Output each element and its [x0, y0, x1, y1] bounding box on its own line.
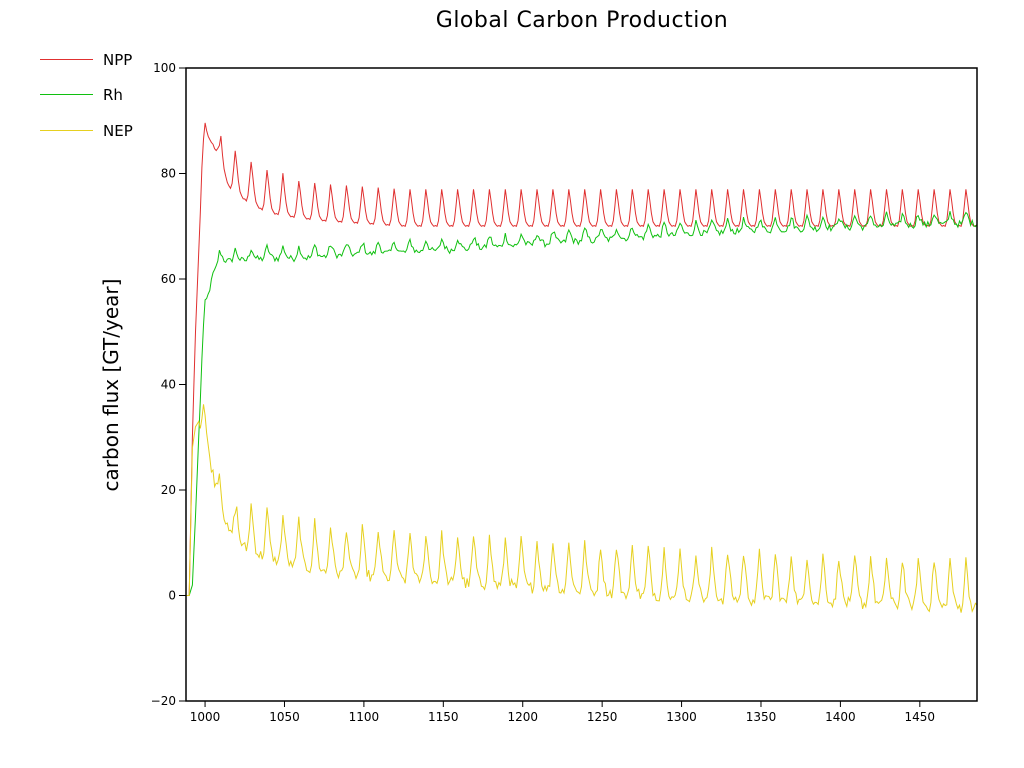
- x-tick-label: 1250: [587, 710, 618, 724]
- y-tick-label: 0: [168, 589, 176, 603]
- y-tick-label: 60: [161, 272, 176, 286]
- legend-swatch-nep: [40, 130, 93, 131]
- series-line-nep: [186, 404, 978, 613]
- x-tick-label: 1200: [507, 710, 538, 724]
- x-tick-label: 1400: [825, 710, 856, 724]
- x-tick-label: 1150: [428, 710, 459, 724]
- plot-frame: [185, 67, 978, 702]
- legend-item-rh: Rh: [40, 85, 150, 105]
- x-tick-label: 1000: [190, 710, 221, 724]
- legend-label-rh: Rh: [103, 86, 123, 104]
- legend-swatch-rh: [40, 94, 93, 95]
- legend-swatch-npp: [40, 59, 93, 60]
- y-tick-label: 80: [161, 167, 176, 181]
- x-tick-label: 1450: [905, 710, 936, 724]
- x-tick-label: 1350: [746, 710, 777, 724]
- series-line-npp: [186, 122, 978, 596]
- y-tick-label: 20: [161, 483, 176, 497]
- chart-title: Global Carbon Production: [435, 8, 729, 33]
- legend-item-nep: NEP: [40, 121, 150, 141]
- y-tick-label: −20: [151, 694, 176, 708]
- x-tick-label: 1100: [349, 710, 380, 724]
- legend-item-npp: NPP: [40, 50, 150, 70]
- legend-label-npp: NPP: [103, 51, 133, 69]
- series-line-rh: [186, 211, 978, 596]
- x-tick-label: 1050: [269, 710, 300, 724]
- legend-label-nep: NEP: [103, 122, 133, 140]
- y-tick-label: 40: [161, 378, 176, 392]
- y-tick-label: 100: [153, 61, 176, 75]
- x-tick-label: 1300: [666, 710, 697, 724]
